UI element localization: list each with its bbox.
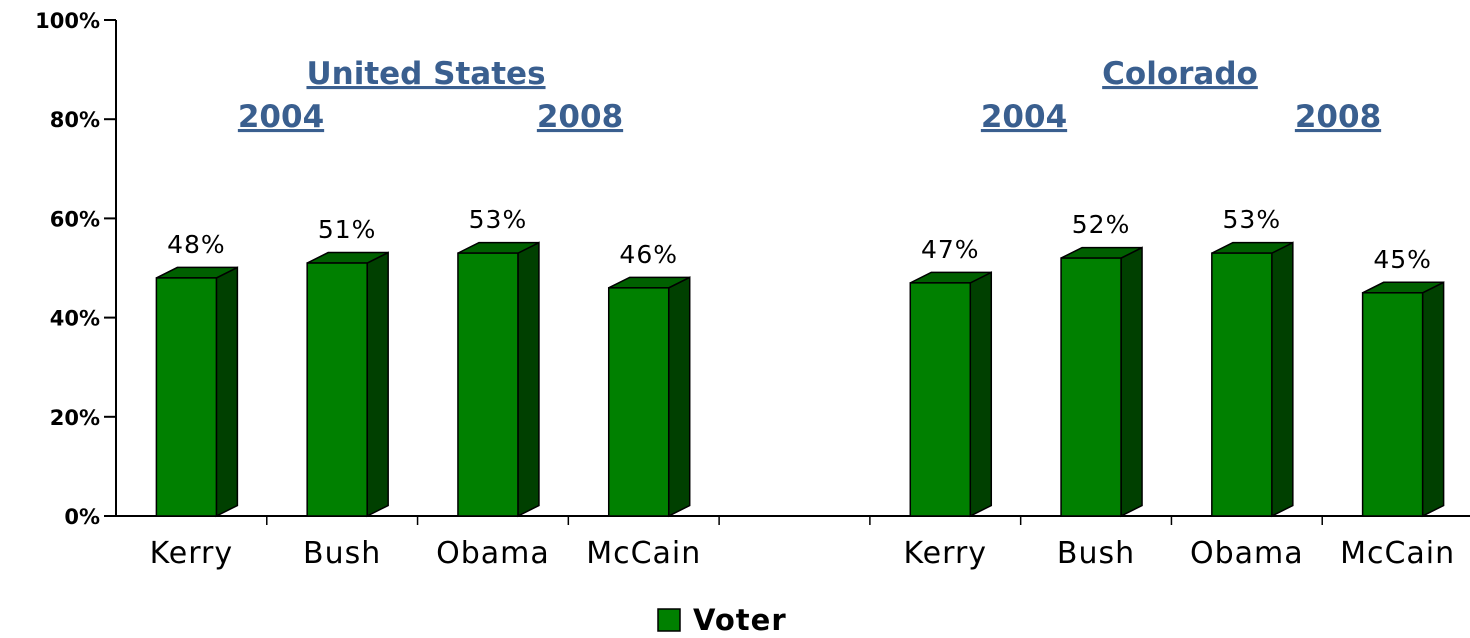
category-label: McCain — [586, 536, 701, 571]
x-ticks — [266, 516, 1323, 525]
year-label-co-2008: 2008 — [1295, 99, 1381, 135]
y-tick-label: 40% — [50, 307, 100, 331]
category-label: Obama — [436, 536, 550, 571]
value-label: 52% — [1072, 210, 1131, 239]
value-label: 46% — [619, 240, 678, 269]
bar — [1211, 241, 1294, 518]
bar — [607, 276, 691, 518]
bar-front — [607, 287, 670, 517]
bar-side — [969, 271, 993, 518]
value-label: 53% — [1223, 205, 1282, 234]
legend-swatch — [657, 608, 681, 632]
category-label: McCain — [1340, 536, 1455, 571]
bar-side — [667, 276, 691, 518]
bar — [306, 251, 389, 518]
bar-front — [1361, 292, 1424, 517]
y-tick-label: 80% — [50, 108, 100, 132]
bar-side — [517, 241, 540, 518]
bar-front — [457, 252, 519, 517]
category-label: Bush — [1057, 536, 1135, 571]
group-title-united-states: United States — [306, 56, 545, 92]
year-label-us-2008: 2008 — [537, 99, 623, 135]
bar-side — [1120, 246, 1143, 518]
value-label: 53% — [469, 205, 528, 234]
bar — [457, 241, 540, 518]
bar — [1361, 281, 1445, 518]
value-label: 48% — [167, 230, 226, 259]
legend: Voter — [657, 603, 787, 637]
bar-front — [155, 277, 218, 517]
bar-front — [909, 282, 972, 517]
bar-side — [215, 266, 239, 518]
value-label: 51% — [318, 215, 377, 244]
bars — [155, 241, 1445, 518]
category-label: Kerry — [904, 536, 988, 571]
category-label: Bush — [303, 536, 381, 571]
bar — [155, 266, 239, 518]
value-label: 45% — [1373, 245, 1432, 274]
legend-label: Voter — [693, 603, 787, 633]
bar-front — [1060, 257, 1122, 517]
category-labels: Kerry Bush Obama McCain Kerry Bush Obama McCain — [150, 536, 1455, 571]
bar-side — [366, 251, 389, 518]
y-ticks: 0% 20% 40% 60% 80% 100% — [35, 9, 116, 529]
y-tick-label: 20% — [50, 406, 100, 430]
bar — [909, 271, 993, 518]
bar-side — [1421, 281, 1445, 518]
year-label-co-2004: 2004 — [981, 99, 1067, 135]
value-label: 47% — [921, 235, 980, 264]
y-tick-label: 100% — [35, 9, 100, 33]
y-tick-label: 0% — [64, 505, 100, 529]
year-label-us-2004: 2004 — [238, 99, 324, 135]
value-labels: 48% 51% 53% 46% 47% 52% 53% 45% — [167, 205, 1432, 274]
bar-front — [306, 262, 368, 517]
bar — [1060, 246, 1143, 518]
bar-side — [1271, 241, 1294, 518]
bar-front — [1211, 252, 1273, 517]
group-title-colorado: Colorado — [1102, 56, 1258, 92]
y-tick-label: 60% — [50, 207, 100, 231]
category-label: Obama — [1190, 536, 1304, 571]
category-label: Kerry — [150, 536, 234, 571]
